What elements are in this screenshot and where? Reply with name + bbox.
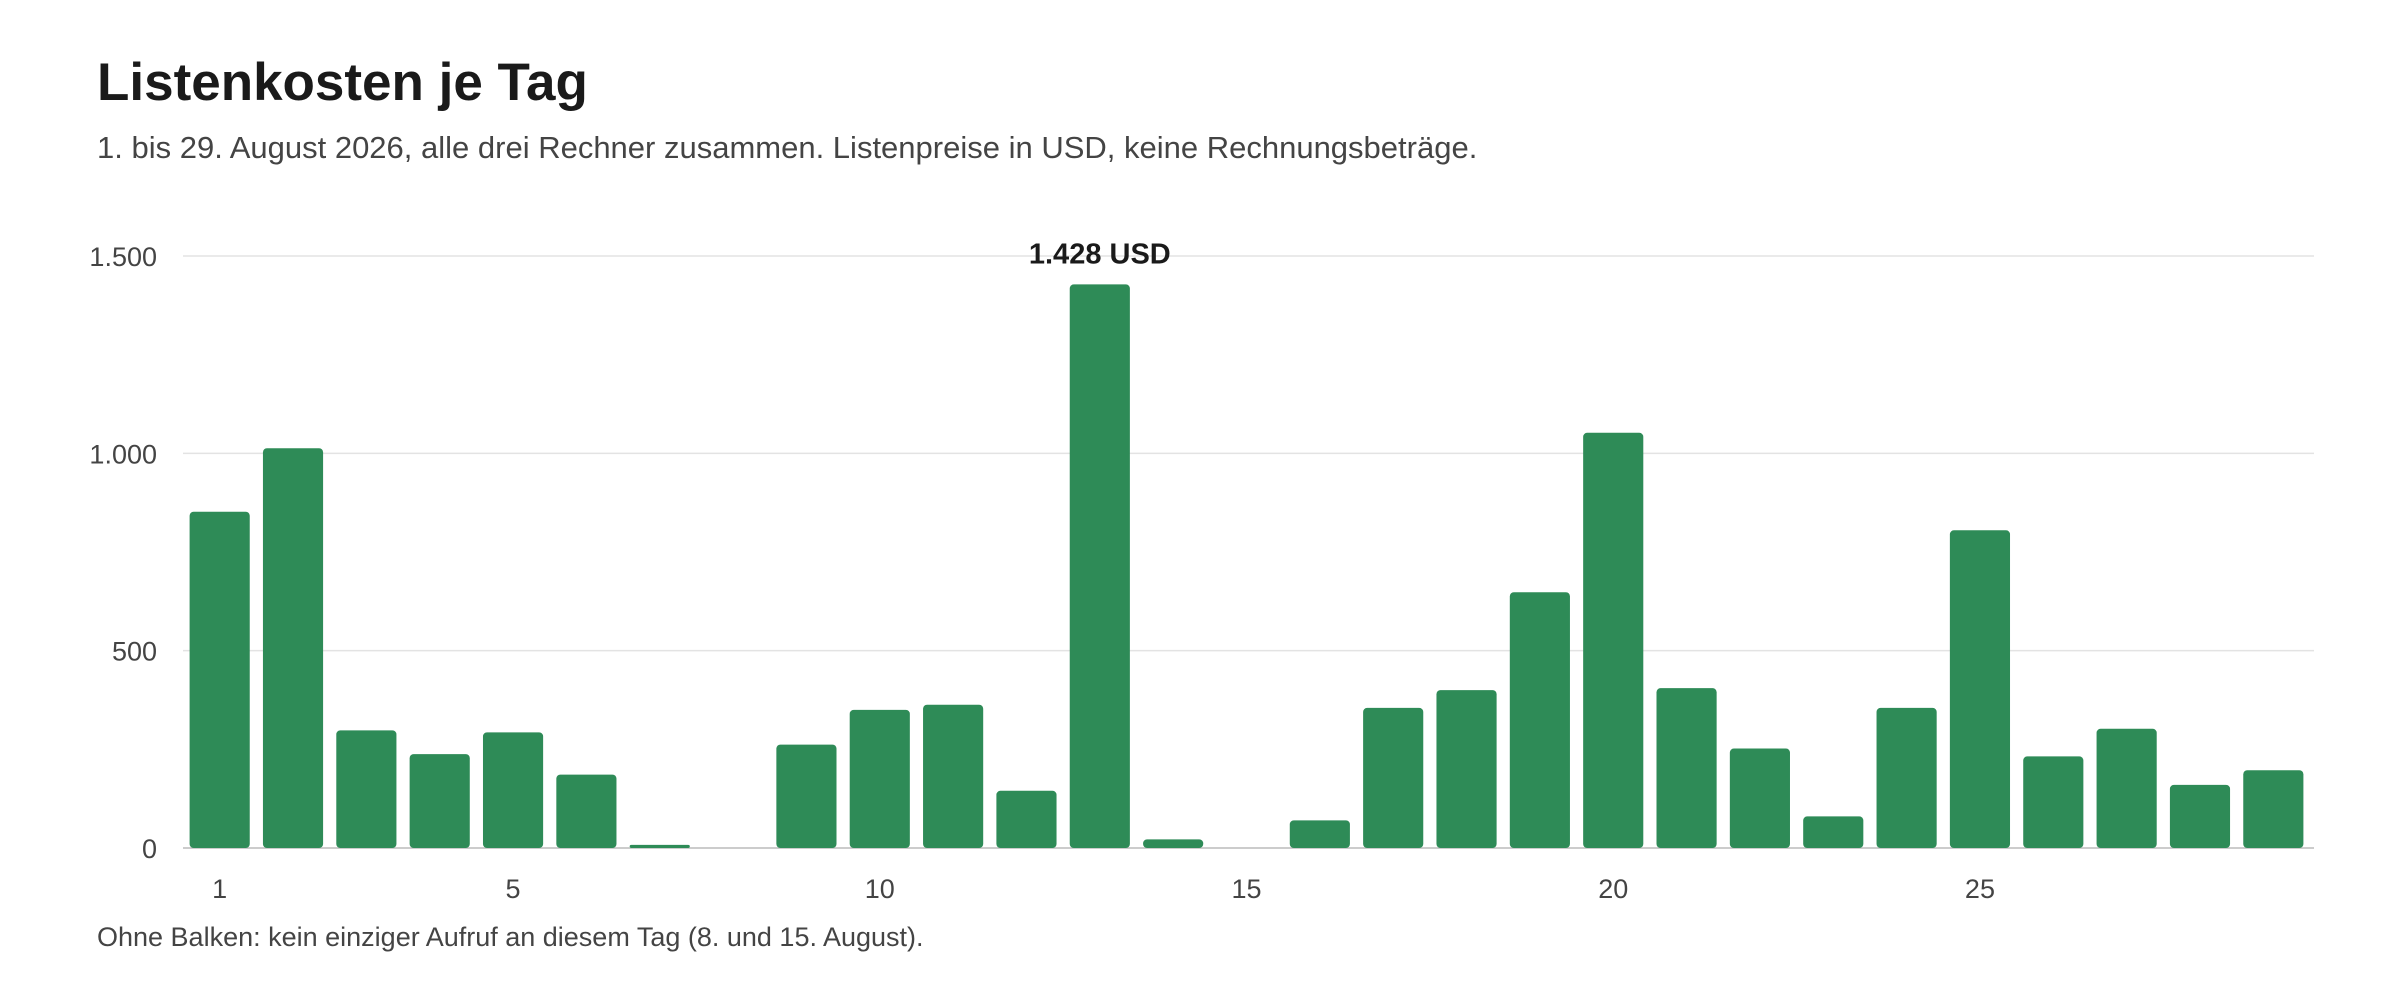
x-tick-label: 10 xyxy=(865,874,895,904)
chart-subtitle: 1. bis 29. August 2026, alle drei Rechne… xyxy=(97,130,1478,165)
bar-day-12 xyxy=(996,790,1057,848)
y-tick-label: 1.000 xyxy=(89,439,157,469)
bar-day-28 xyxy=(2169,784,2231,848)
x-tick-label: 15 xyxy=(1231,874,1261,904)
x-tick-label: 1 xyxy=(212,874,227,904)
bar-day-23 xyxy=(1803,816,1864,848)
bar-day-25 xyxy=(1949,530,2011,848)
bar-day-3 xyxy=(336,730,397,848)
bar-day-24 xyxy=(1876,707,1937,848)
bar-day-26 xyxy=(2023,756,2084,848)
bar-day-17 xyxy=(1363,707,1424,848)
bar-day-2 xyxy=(262,448,324,848)
bar-day-13 xyxy=(1069,284,1130,848)
bar-day-20 xyxy=(1583,432,1644,848)
y-tick-label: 0 xyxy=(142,834,157,864)
bar-day-9 xyxy=(776,744,837,848)
bar-day-6 xyxy=(556,774,617,848)
peak-annotation: 1.428 USD xyxy=(1029,238,1171,270)
bar-day-22 xyxy=(1729,748,1790,848)
bar-day-14 xyxy=(1143,839,1204,848)
bar-day-18 xyxy=(1436,690,1497,848)
y-tick-label: 1.500 xyxy=(89,242,157,272)
x-tick-label: 20 xyxy=(1598,874,1628,904)
bar-day-21 xyxy=(1656,688,1717,848)
x-tick-label: 25 xyxy=(1965,874,1995,904)
bar-day-1 xyxy=(189,511,250,848)
chart-footnote: Ohne Balken: kein einziger Aufruf an die… xyxy=(97,922,924,952)
bar-day-11 xyxy=(923,704,984,848)
bar-day-16 xyxy=(1289,820,1350,848)
chart-title: Listenkosten je Tag xyxy=(97,53,588,112)
annotations: 1.428 USD xyxy=(1029,238,1171,270)
bar-day-19 xyxy=(1509,592,1570,848)
bar-day-4 xyxy=(409,754,470,848)
y-tick-label: 500 xyxy=(112,637,157,667)
bar-day-5 xyxy=(482,732,544,848)
x-tick-label: 5 xyxy=(506,874,521,904)
bar-day-29 xyxy=(2243,770,2304,848)
x-axis-ticks: 1 5 10 15 20 25 xyxy=(212,874,1995,904)
bar-day-7 xyxy=(629,844,690,848)
bar-day-10 xyxy=(849,709,910,848)
bars xyxy=(189,284,2304,848)
bar-day-27 xyxy=(2096,728,2157,848)
y-axis-ticks: 0 500 1.000 1.500 xyxy=(89,242,157,864)
